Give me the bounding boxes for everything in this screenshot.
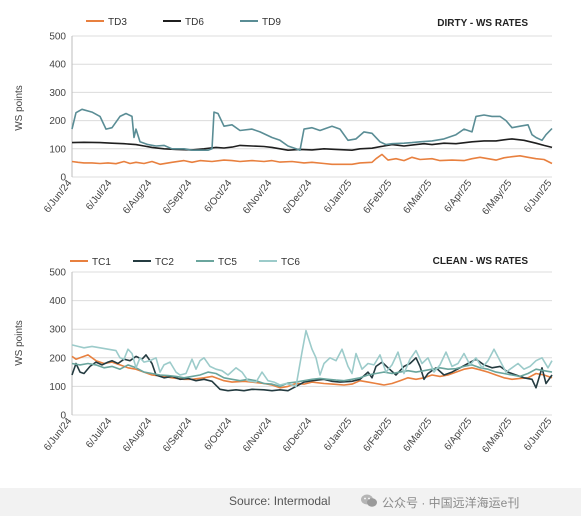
y-axis-label: WS points <box>14 320 25 366</box>
y-tick-label: 400 <box>49 60 66 71</box>
x-tick-label: 6/Apr/25 <box>442 416 474 453</box>
x-tick-label: 6/Aug/24 <box>121 416 155 455</box>
y-tick-label: 300 <box>49 88 66 99</box>
footer-bar: Source: Intermodal 公众号 · 中国远洋海运e刊 <box>0 488 581 516</box>
legend-label: TD6 <box>185 17 204 28</box>
x-tick-label: 6/Nov/24 <box>241 178 275 217</box>
chart-title: CLEAN - WS RATES <box>433 256 529 267</box>
x-tick-label: 6/Jun/24 <box>42 416 75 453</box>
x-tick-label: 6/Jun/25 <box>522 416 555 453</box>
x-tick-label: 6/Jan/25 <box>322 178 355 215</box>
x-tick-label: 6/Jun/25 <box>522 178 555 215</box>
x-tick-label: 6/Oct/24 <box>202 416 234 453</box>
y-tick-label: 0 <box>60 411 66 422</box>
y-tick-label: 300 <box>49 325 66 336</box>
wechat-icon <box>361 494 377 507</box>
x-tick-label: 6/Jun/24 <box>42 178 75 215</box>
chart-panel-2: 0 100 200 300 400 500 6/Jun/24 6/Jul/24 6/Aug/24… <box>14 256 555 455</box>
legend-label: TD3 <box>108 17 127 28</box>
x-tick-label: 6/Oct/24 <box>202 178 234 215</box>
x-tick-label: 6/Dec/24 <box>281 178 315 217</box>
x-tick-label: 6/Nov/24 <box>241 416 275 455</box>
series-line-tc5 <box>71 362 553 388</box>
y-tick-label: 500 <box>49 32 66 43</box>
watermark-text: 公众号 · 中国远洋海运e刊 <box>382 496 520 510</box>
x-tick-label: 6/May/25 <box>480 178 514 218</box>
x-tick-label: 6/Feb/25 <box>361 178 394 216</box>
x-tick-label: 6/Sep/24 <box>161 416 195 455</box>
x-tick-label: 6/Jul/24 <box>84 416 115 451</box>
chart-title: DIRTY - WS RATES <box>437 18 528 29</box>
x-tick-label: 6/Apr/25 <box>442 178 474 215</box>
legend-label: TC6 <box>281 257 300 268</box>
x-tick-label: 6/Mar/25 <box>401 416 434 454</box>
y-axis-label: WS points <box>14 85 25 131</box>
x-tick-label: 6/Sep/24 <box>161 178 195 217</box>
legend-label: TD9 <box>262 17 281 28</box>
y-tick-label: 100 <box>49 382 66 393</box>
x-tick-label: 6/Dec/24 <box>281 416 315 455</box>
y-tick-label: 200 <box>49 116 66 127</box>
y-tick-label: 400 <box>49 296 66 307</box>
x-tick-label: 6/Jul/24 <box>84 178 115 213</box>
series-line-td3 <box>71 153 553 166</box>
legend-label: TC1 <box>92 257 111 268</box>
series-line-td9 <box>71 108 553 151</box>
x-tick-label: 6/Jan/25 <box>322 416 355 453</box>
legend-label: TC2 <box>155 257 174 268</box>
series-line-tc6 <box>71 329 553 388</box>
x-tick-label: 6/May/25 <box>480 416 514 456</box>
y-tick-label: 100 <box>49 144 66 155</box>
source-text: Source: Intermodal <box>229 494 331 508</box>
legend-label: TC5 <box>218 257 237 268</box>
y-tick-label: 200 <box>49 353 66 364</box>
series-line-td6 <box>71 138 553 151</box>
charts-area: 0 100 200 300 400 500 6/Jun/24 6/Jul/24 6/Aug/24… <box>14 17 555 455</box>
y-tick-label: 500 <box>49 268 66 279</box>
x-tick-label: 6/Aug/24 <box>121 178 155 217</box>
y-tick-label: 0 <box>60 173 66 184</box>
x-tick-label: 6/Feb/25 <box>361 416 394 454</box>
chart-panel-1: 0 100 200 300 400 500 6/Jun/24 6/Jul/24 6/Aug/24… <box>14 17 555 217</box>
x-tick-label: 6/Mar/25 <box>401 178 434 216</box>
